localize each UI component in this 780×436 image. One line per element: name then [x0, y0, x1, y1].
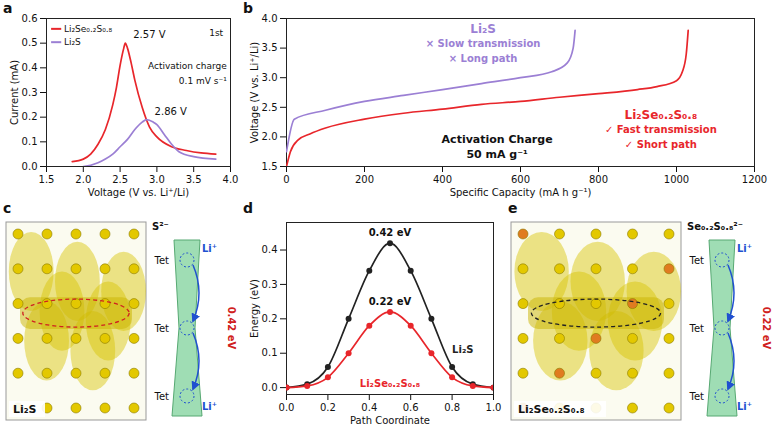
svg-text:1st: 1st: [209, 28, 223, 38]
svg-text:Li₂Se₀.₂S₀.₈: Li₂Se₀.₂S₀.₈: [625, 108, 698, 122]
svg-text:600: 600: [511, 174, 530, 185]
svg-text:2.57 V: 2.57 V: [133, 29, 165, 40]
svg-text:0.2: 0.2: [22, 111, 38, 122]
svg-text:Tet: Tet: [689, 391, 705, 402]
svg-text:0.8: 0.8: [444, 402, 460, 413]
svg-text:1.5: 1.5: [262, 161, 278, 172]
svg-text:2.0: 2.0: [262, 131, 278, 142]
svg-text:× Slow transmission: × Slow transmission: [426, 38, 541, 49]
svg-text:4.0: 4.0: [223, 174, 239, 185]
svg-text:0.1 mV s⁻¹: 0.1 mV s⁻¹: [179, 76, 227, 86]
svg-text:1.5: 1.5: [39, 174, 55, 185]
svg-text:Specific Capacity (mA h g⁻¹): Specific Capacity (mA h g⁻¹): [450, 187, 592, 198]
svg-text:Li₂Se₀.₂S₀.₈: Li₂Se₀.₂S₀.₈: [360, 378, 420, 389]
svg-text:2.86 V: 2.86 V: [155, 106, 187, 117]
svg-text:0.22 eV: 0.22 eV: [369, 296, 412, 307]
svg-text:400: 400: [433, 174, 452, 185]
svg-text:4.0: 4.0: [262, 13, 278, 24]
svg-text:Voltage (V vs. Li⁺/Li): Voltage (V vs. Li⁺/Li): [88, 187, 189, 198]
svg-text:3.5: 3.5: [262, 42, 278, 53]
svg-text:Tet: Tet: [154, 255, 170, 266]
svg-text:Li₂S: Li₂S: [470, 22, 496, 36]
svg-text:0.3: 0.3: [22, 87, 38, 98]
svg-text:0.6: 0.6: [403, 402, 419, 413]
svg-text:0.22 eV: 0.22 eV: [761, 307, 772, 350]
svg-text:0.5: 0.5: [22, 37, 38, 48]
svg-text:200: 200: [355, 174, 374, 185]
svg-text:Tet: Tet: [154, 391, 170, 402]
svg-text:Tet: Tet: [689, 255, 705, 266]
svg-text:1.0: 1.0: [486, 402, 502, 413]
svg-text:800: 800: [589, 174, 608, 185]
svg-text:2.0: 2.0: [75, 174, 91, 185]
svg-text:0.1: 0.1: [262, 347, 278, 358]
svg-text:Activation Charge: Activation Charge: [442, 133, 553, 146]
svg-text:2.5: 2.5: [112, 174, 128, 185]
svg-text:0.6: 0.6: [22, 13, 38, 24]
svg-text:0.2: 0.2: [320, 402, 336, 413]
svg-text:3.5: 3.5: [186, 174, 202, 185]
svg-text:Energy (eV): Energy (eV): [249, 279, 260, 338]
svg-text:Se₀.₂S₀.₈²⁻: Se₀.₂S₀.₈²⁻: [687, 221, 743, 232]
svg-text:1000: 1000: [664, 174, 689, 185]
svg-text:0.0: 0.0: [262, 382, 278, 393]
svg-text:S²⁻: S²⁻: [152, 221, 169, 232]
svg-text:0.42 eV: 0.42 eV: [369, 227, 412, 238]
svg-text:3.0: 3.0: [149, 174, 165, 185]
svg-text:× Long path: × Long path: [449, 53, 518, 64]
svg-text:Voltage (V vs. Li⁺/Li): Voltage (V vs. Li⁺/Li): [249, 42, 260, 143]
svg-text:0.4: 0.4: [22, 62, 38, 73]
html-text:d: d: [243, 200, 253, 216]
svg-text:0: 0: [283, 174, 289, 185]
svg-text:2.5: 2.5: [262, 102, 278, 113]
svg-text:Tet: Tet: [154, 323, 170, 334]
svg-text:Li⁺: Li⁺: [737, 243, 752, 254]
svg-text:0.0: 0.0: [279, 402, 295, 413]
svg-text:✓ Short path: ✓ Short path: [625, 139, 697, 150]
svg-text:0.4: 0.4: [361, 402, 377, 413]
html-text:e: e: [508, 200, 518, 216]
svg-text:Current (mA): Current (mA): [9, 60, 20, 125]
svg-text:Li₂Se₀.₂S₀.₈: Li₂Se₀.₂S₀.₈: [64, 24, 113, 34]
svg-text:Li₂S: Li₂S: [452, 344, 473, 355]
html-text:c: c: [3, 200, 12, 216]
html-text:b: b: [243, 0, 253, 16]
svg-text:✓ Fast transmission: ✓ Fast transmission: [605, 124, 717, 135]
svg-text:0.0: 0.0: [22, 161, 38, 172]
svg-text:0.1: 0.1: [22, 136, 38, 147]
svg-text:50 mA g⁻¹: 50 mA g⁻¹: [466, 148, 528, 161]
svg-text:0.42 eV: 0.42 eV: [226, 307, 237, 350]
svg-text:1200: 1200: [742, 174, 767, 185]
svg-text:Activation charge: Activation charge: [148, 61, 227, 71]
svg-text:Li₂Se₀.₂S₀.₈: Li₂Se₀.₂S₀.₈: [518, 403, 585, 416]
svg-text:Li₂S: Li₂S: [13, 403, 37, 416]
svg-text:Tet: Tet: [689, 323, 705, 334]
svg-text:0.2: 0.2: [262, 313, 278, 324]
svg-text:0.4: 0.4: [262, 244, 278, 255]
svg-text:Li⁺: Li⁺: [737, 401, 752, 412]
html-text:a: a: [3, 0, 13, 16]
svg-text:3.0: 3.0: [262, 72, 278, 83]
svg-text:Li₂S: Li₂S: [64, 37, 81, 47]
svg-text:Path Coordinate: Path Coordinate: [350, 415, 430, 426]
svg-text:Li⁺: Li⁺: [202, 243, 217, 254]
svg-text:Li⁺: Li⁺: [202, 401, 217, 412]
svg-text:0.3: 0.3: [262, 279, 278, 290]
